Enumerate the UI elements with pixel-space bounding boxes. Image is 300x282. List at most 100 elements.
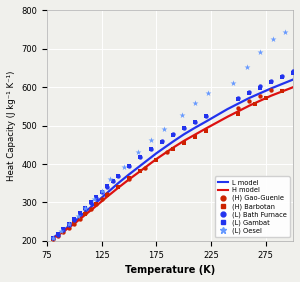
Point: [203, 114, 208, 118]
Point: [99, 190, 104, 195]
Point: [108, 177, 113, 182]
Point: [50, 235, 55, 240]
Point: [154, 158, 159, 162]
Point: [263, 96, 268, 100]
Point: [160, 140, 164, 144]
Point: [138, 155, 142, 160]
Point: [127, 164, 131, 169]
Point: [50, 236, 55, 240]
Point: [236, 97, 241, 101]
Point: [181, 126, 186, 131]
Point: [203, 129, 208, 133]
Point: [192, 135, 197, 139]
Point: [92, 197, 97, 202]
Point: [94, 202, 99, 206]
Point: [121, 164, 126, 169]
Point: [77, 212, 82, 216]
Point: [127, 176, 131, 180]
Legend: L model, H model, (H) Gao-Guenie, (H) Barbotan, (L) Bath Furnace, (L) Gambat, (L: L model, H model, (H) Gao-Guenie, (H) Ba…: [215, 176, 290, 237]
Point: [280, 75, 284, 80]
Point: [170, 133, 175, 137]
Point: [181, 141, 186, 145]
Point: [67, 222, 71, 226]
Point: [56, 232, 60, 237]
Point: [252, 102, 257, 106]
Point: [61, 230, 66, 235]
Point: [127, 164, 131, 168]
Point: [94, 195, 99, 200]
Y-axis label: Heat Capacity (J kg⁻¹ K⁻¹): Heat Capacity (J kg⁻¹ K⁻¹): [7, 70, 16, 181]
Point: [280, 74, 284, 78]
Point: [94, 202, 99, 206]
X-axis label: Temperature (K): Temperature (K): [125, 265, 215, 275]
Point: [283, 29, 288, 34]
Point: [83, 211, 88, 215]
Point: [83, 206, 88, 210]
Point: [61, 228, 66, 232]
Point: [50, 237, 55, 241]
Point: [230, 81, 235, 86]
Point: [105, 184, 110, 189]
Point: [247, 91, 252, 96]
Point: [269, 88, 274, 92]
Point: [116, 184, 121, 189]
Point: [192, 120, 197, 124]
Point: [56, 234, 60, 238]
Point: [88, 201, 93, 205]
Point: [77, 216, 82, 221]
Point: [148, 147, 153, 152]
Point: [258, 93, 263, 98]
Point: [99, 197, 104, 202]
Point: [148, 138, 153, 142]
Point: [206, 91, 210, 96]
Point: [67, 226, 71, 230]
Point: [67, 223, 71, 227]
Point: [99, 189, 104, 193]
Point: [181, 126, 186, 130]
Point: [99, 190, 104, 194]
Point: [138, 155, 142, 159]
Point: [83, 206, 88, 210]
Point: [138, 168, 142, 173]
Point: [203, 114, 208, 119]
Point: [192, 101, 197, 105]
Point: [83, 206, 88, 211]
Point: [269, 79, 274, 83]
Point: [105, 184, 110, 189]
Point: [162, 127, 167, 132]
Point: [75, 213, 80, 218]
Point: [105, 193, 110, 198]
Point: [291, 69, 296, 74]
Point: [245, 65, 250, 70]
Point: [50, 236, 55, 240]
Point: [165, 150, 170, 155]
Point: [271, 37, 276, 41]
Point: [77, 211, 82, 215]
Point: [72, 217, 77, 222]
Point: [160, 139, 164, 144]
Point: [61, 229, 66, 234]
Point: [116, 174, 121, 178]
Point: [94, 195, 99, 199]
Point: [143, 166, 148, 170]
Point: [61, 227, 66, 232]
Point: [258, 84, 263, 89]
Point: [247, 90, 252, 94]
Point: [72, 216, 77, 221]
Point: [110, 179, 115, 183]
Point: [258, 49, 263, 54]
Point: [247, 99, 252, 104]
Point: [72, 221, 77, 226]
Point: [135, 149, 140, 154]
Point: [72, 220, 77, 224]
Point: [179, 113, 184, 118]
Point: [67, 222, 71, 226]
Point: [50, 237, 55, 241]
Point: [192, 120, 197, 124]
Point: [236, 112, 241, 116]
Point: [258, 85, 263, 90]
Point: [170, 132, 175, 137]
Point: [269, 80, 274, 85]
Point: [56, 232, 60, 236]
Point: [110, 179, 115, 184]
